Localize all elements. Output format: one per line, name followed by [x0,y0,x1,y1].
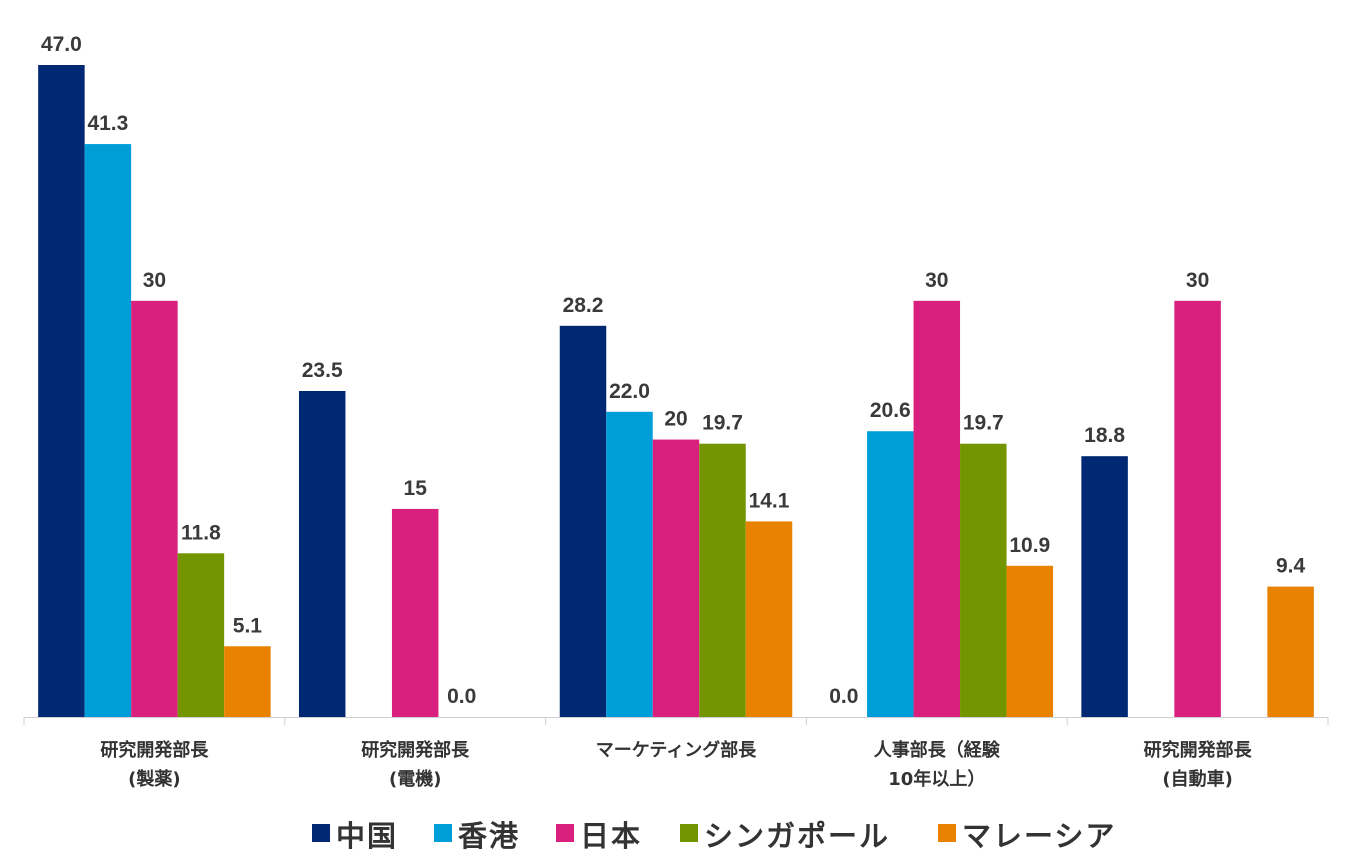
category-label-2-line-2: (電機) [389,768,441,790]
data-label-4-series-2: 20.6 [870,399,911,422]
category-label-4-line-2: 10年以上） [888,768,985,790]
bar-5-series-3 [1174,300,1221,717]
data-label-1-series-4: 11.8 [181,521,221,544]
bar-2-series-3 [391,508,439,717]
data-label-5-series-1: 18.8 [1084,424,1125,447]
category-labels-layer: 研究開発部長 (製薬) 研究開発部長 (電機) マーケティング部長 人事部長（経験 10年以… [100,739,1252,790]
bar-5-series-5 [1267,586,1314,717]
value-labels-layer: 47.0 41.3 30 11.8 5.1 23.5 15 0.0 28.2 22.0 20 19.7… [41,33,1306,708]
bar-2-series-1 [298,391,346,717]
data-label-3-series-1: 28.2 [563,294,604,317]
data-label-3-series-5: 14.1 [749,489,790,512]
legend-label-3: 日本 [580,819,642,853]
data-label-2-series-1: 23.5 [302,359,343,382]
bar-4-series-3 [913,300,961,717]
data-label-5-series-5: 9.4 [1276,555,1306,578]
category-label-5-line-2: (自動車) [1162,768,1232,790]
legend: 中国 香港 日本 シンガポール マレーシア [312,819,1116,853]
data-label-3-series-4: 19.7 [702,412,743,435]
legend-label-5: マレーシア [962,819,1116,853]
bar-4-series-2 [867,431,914,717]
bar-1-series-4 [177,553,225,717]
x-axis [23,717,1329,725]
bars-layer [38,65,1314,718]
bar-1-series-1 [38,65,85,717]
legend-swatch-1 [312,824,330,842]
data-label-1-series-2: 41.3 [87,112,128,135]
bar-4-series-4 [960,443,1007,717]
data-label-4-series-3: 30 [925,269,948,292]
legend-label-4: シンガポール [704,819,890,853]
bar-4-series-5 [1006,565,1054,717]
legend-swatch-3 [556,824,574,842]
data-label-3-series-3: 20 [664,408,687,431]
legend-swatch-4 [680,824,698,842]
bar-3-series-3 [652,439,700,717]
category-label-5-line-1: 研究開発部長 [1144,739,1253,761]
data-label-3-series-2: 22.0 [609,380,650,403]
category-label-2-line-1: 研究開発部長 [361,739,470,761]
legend-swatch-2 [434,824,452,842]
data-label-4-series-4: 19.7 [963,412,1004,435]
bar-3-series-1 [559,325,607,717]
bar-3-series-5 [745,521,793,717]
bar-3-series-2 [606,411,653,717]
bar-1-series-3 [131,300,178,717]
bar-1-series-2 [84,144,132,718]
bar-5-series-1 [1081,456,1128,717]
data-label-1-series-1: 47.0 [41,33,82,56]
data-label-4-series-5: 10.9 [1009,534,1050,557]
data-label-1-series-5: 5.1 [233,614,263,637]
legend-swatch-5 [938,824,956,842]
data-label-5-series-3: 30 [1186,269,1209,292]
bar-1-series-5 [224,646,271,717]
category-label-3: マーケティング部長 [596,739,758,761]
category-label-4-line-1: 人事部長（経験 [874,739,1001,761]
data-label-1-series-3: 30 [143,269,166,292]
data-label-2-series-3: 15 [404,477,428,500]
legend-label-1: 中国 [336,819,398,853]
category-label-1-line-2: (製薬) [128,769,180,790]
data-label-4-series-1: 0.0 [829,685,858,708]
bar-3-series-4 [699,443,746,717]
data-label-2-series-4: 0.0 [447,685,476,708]
category-label-1-line-1: 研究開発部長 [100,739,209,761]
legend-label-2: 香港 [458,819,520,853]
